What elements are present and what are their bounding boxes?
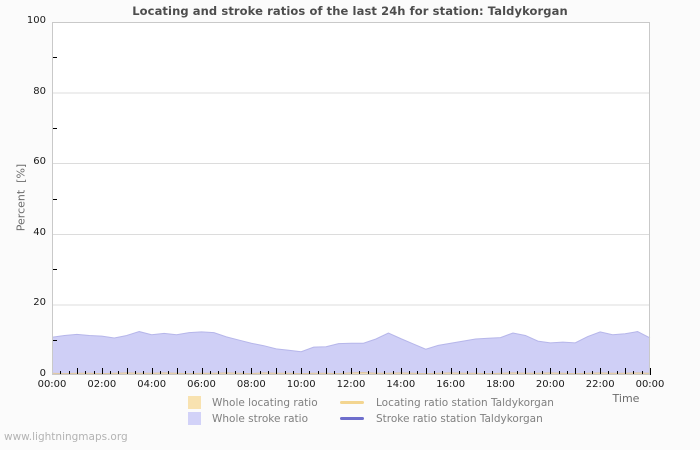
legend-label: Stroke ratio station Taldykorgan: [376, 412, 543, 425]
x-tick-label: 08:00: [236, 379, 266, 390]
x-tick-label: 10:00: [286, 379, 316, 390]
y-tick-label: 0: [39, 368, 46, 379]
legend-label: Locating ratio station Taldykorgan: [376, 396, 554, 409]
x-tick-label: 00:00: [635, 379, 665, 390]
x-tick-label: 20:00: [535, 379, 565, 390]
legend-label: Whole stroke ratio: [212, 412, 308, 425]
x-tick-label: 12:00: [336, 379, 366, 390]
axis-ticks: [52, 57, 651, 375]
legend-label: Whole locating ratio: [212, 396, 318, 409]
plot-border: [52, 22, 650, 375]
x-axis-label: Time: [612, 392, 640, 405]
y-tick-label: 100: [26, 15, 46, 26]
y-tick-label: 20: [33, 297, 46, 309]
y-tick-label: 80: [33, 85, 46, 97]
x-tick-label: 22:00: [585, 379, 615, 390]
x-tick-label: 04:00: [137, 379, 167, 390]
legend-swatch-stroke-ratio-station-taldykorgan: [340, 417, 364, 420]
x-tick-label: 00:00: [37, 379, 67, 390]
x-tick-label: 14:00: [386, 379, 416, 390]
x-tick-label: 02:00: [87, 379, 117, 390]
legend: Whole locating ratio Locating ratio stati…: [188, 396, 554, 425]
y-tick-label: 60: [33, 156, 46, 168]
x-tick-label: 16:00: [436, 379, 466, 390]
legend-swatch-locating-ratio-station-taldykorgan: [340, 401, 364, 404]
legend-swatch-whole-stroke-ratio: [188, 412, 201, 425]
x-tick-label: 06:00: [187, 379, 216, 390]
x-tick-label: 18:00: [486, 379, 515, 390]
chart-title: Locating and stroke ratios of the last 2…: [132, 4, 568, 18]
watermark: www.lightningmaps.org: [4, 431, 128, 443]
area-whole-stroke-ratio: [52, 331, 650, 375]
y-tick-label: 40: [33, 226, 46, 238]
legend-swatch-whole-locating-ratio: [188, 396, 201, 409]
edge-whole-stroke-ratio: [51, 331, 651, 353]
plot-background: [52, 22, 650, 375]
